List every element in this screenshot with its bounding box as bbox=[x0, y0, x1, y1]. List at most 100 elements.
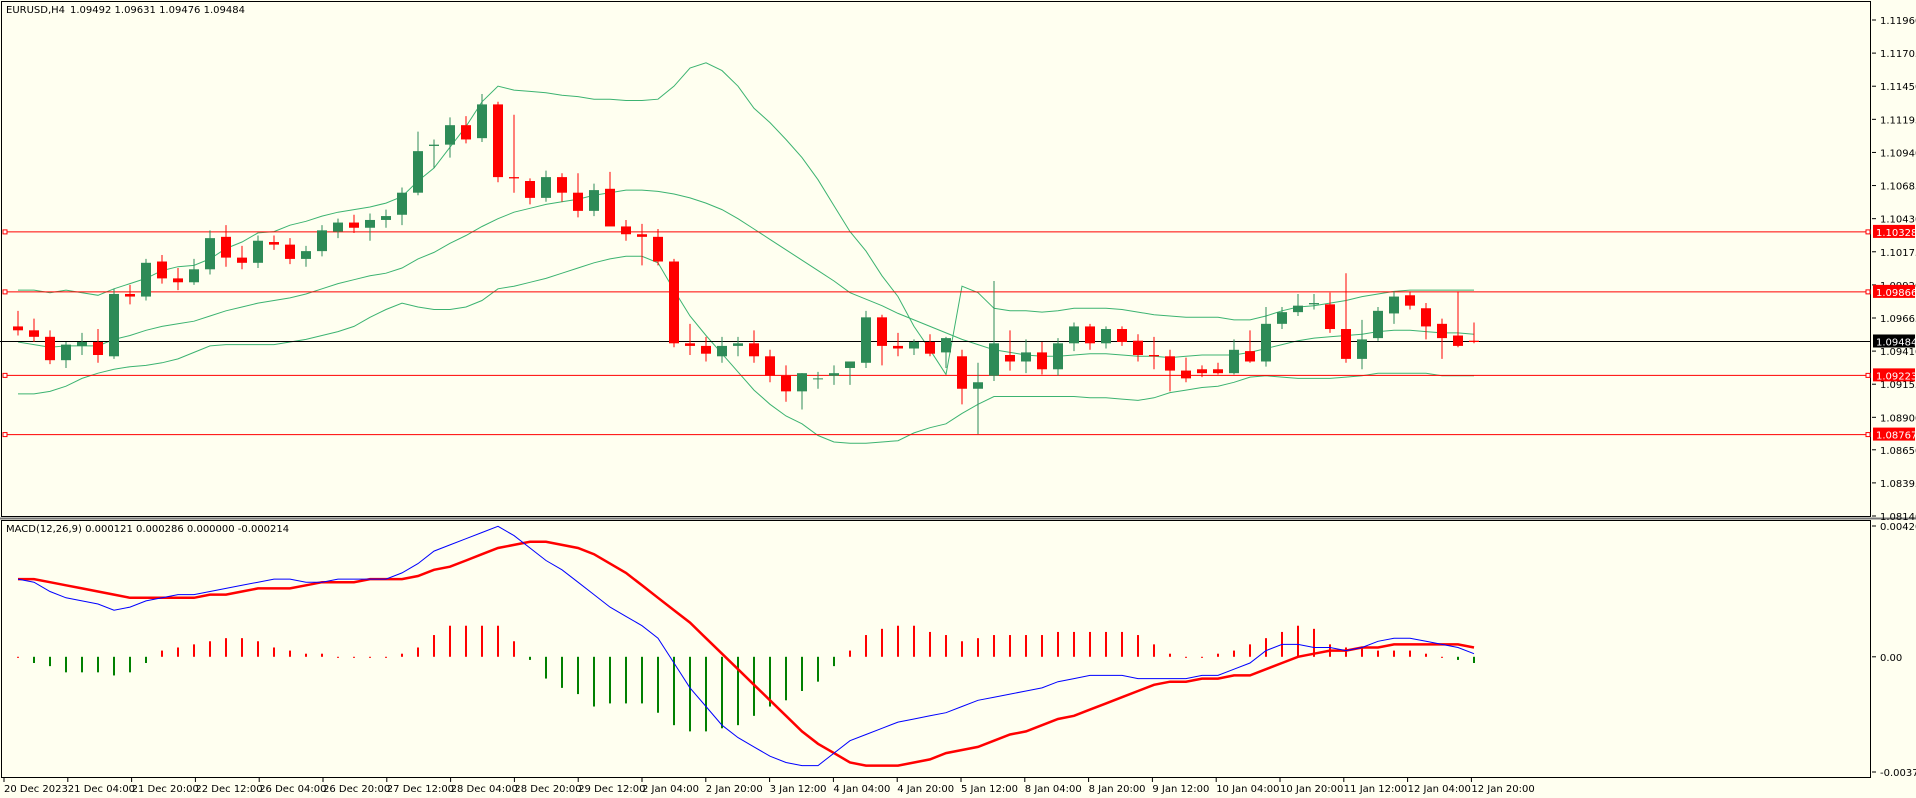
candle-body bbox=[157, 261, 167, 279]
macd-title: MACD(12,26,9) 0.000121 0.000286 0.000000… bbox=[6, 524, 289, 535]
candle-body bbox=[77, 342, 87, 346]
price-tick-label: 1.10175 bbox=[1880, 248, 1916, 259]
candle-body bbox=[797, 373, 807, 392]
candle-body bbox=[381, 216, 391, 220]
candle bbox=[1293, 293, 1303, 317]
candle bbox=[413, 131, 423, 196]
candle bbox=[509, 114, 519, 193]
price-tick-label: 1.11705 bbox=[1880, 49, 1916, 60]
candle bbox=[253, 235, 263, 268]
time-tick-label: 27 Dec 12:00 bbox=[387, 784, 454, 795]
level-handle-right[interactable] bbox=[1865, 372, 1871, 378]
candle-body bbox=[1229, 349, 1239, 374]
candle-body bbox=[941, 338, 951, 353]
candle bbox=[1085, 323, 1095, 350]
price-tick-label: 1.10940 bbox=[1880, 148, 1916, 159]
candle-body bbox=[1293, 305, 1303, 313]
candle bbox=[1149, 336, 1159, 370]
candle-body bbox=[781, 375, 791, 392]
macd-histogram bbox=[17, 625, 1475, 732]
candle-body bbox=[109, 293, 119, 357]
candle bbox=[605, 171, 615, 227]
candle bbox=[1405, 291, 1415, 310]
time-tick-label: 4 Jan 20:00 bbox=[897, 784, 954, 795]
level-handle-right[interactable] bbox=[1865, 432, 1871, 438]
time-tick-label: 21 Dec 20:00 bbox=[132, 784, 199, 795]
candle bbox=[269, 235, 279, 250]
price-tick-label: 1.09665 bbox=[1880, 314, 1916, 325]
candle-body bbox=[397, 192, 407, 215]
candle-body bbox=[845, 361, 855, 368]
macd-tick-label: -0.003707 bbox=[1880, 768, 1916, 779]
candle-body bbox=[269, 242, 279, 245]
level-handle-left[interactable] bbox=[2, 229, 8, 235]
candle-body bbox=[1085, 326, 1095, 344]
candle bbox=[333, 218, 343, 239]
candle-body bbox=[61, 344, 71, 361]
candle bbox=[365, 213, 375, 241]
candle-body bbox=[1069, 326, 1079, 344]
candle bbox=[461, 116, 471, 144]
price-tick-label: 1.10430 bbox=[1880, 215, 1916, 226]
ohlc-header: 1.09492 1.09631 1.09476 1.09484 bbox=[70, 5, 245, 16]
level-handle-left[interactable] bbox=[2, 372, 8, 378]
macd-signal-line bbox=[18, 540, 1475, 767]
candle-body bbox=[829, 373, 839, 376]
main-pane-border bbox=[1, 1, 1871, 517]
candle-body bbox=[253, 240, 263, 263]
time-tick-label: 12 Jan 20:00 bbox=[1471, 784, 1534, 795]
price-tick-label: 1.11195 bbox=[1880, 115, 1916, 126]
price-tick-label: 1.08900 bbox=[1880, 413, 1916, 424]
bollinger-bands bbox=[17, 62, 1475, 444]
candle bbox=[1133, 334, 1143, 362]
time-tick-label: 21 Dec 04:00 bbox=[68, 784, 135, 795]
candle bbox=[957, 349, 967, 405]
macd-main-line bbox=[17, 525, 1475, 767]
time-tick-label: 10 Jan 20:00 bbox=[1280, 784, 1343, 795]
level-price-tag bbox=[1873, 224, 1915, 238]
candle-body bbox=[765, 356, 775, 376]
candle bbox=[557, 173, 567, 202]
candle-body bbox=[189, 269, 199, 283]
macd-lines bbox=[17, 525, 1475, 767]
price-tick-label: 1.11450 bbox=[1880, 82, 1916, 93]
candle-body bbox=[333, 222, 343, 232]
candles bbox=[13, 94, 1479, 435]
time-tick-label: 28 Dec 20:00 bbox=[514, 784, 581, 795]
candle-body bbox=[125, 293, 135, 297]
candle bbox=[621, 219, 631, 241]
candle bbox=[45, 330, 55, 365]
candle bbox=[1165, 349, 1175, 392]
candle bbox=[237, 245, 247, 270]
time-tick-label: 26 Dec 04:00 bbox=[259, 784, 326, 795]
candle bbox=[653, 229, 663, 266]
candle bbox=[221, 225, 231, 267]
candle-body bbox=[445, 125, 455, 145]
time-tick-label: 20 Dec 2023 bbox=[4, 784, 68, 795]
level-handle-right[interactable] bbox=[1865, 289, 1871, 295]
candle bbox=[781, 365, 791, 402]
candle-body bbox=[349, 222, 359, 228]
candle bbox=[525, 178, 535, 205]
candle bbox=[189, 258, 199, 285]
candle-body bbox=[877, 317, 887, 346]
level-handle-left[interactable] bbox=[2, 432, 8, 438]
candle-body bbox=[1005, 354, 1015, 362]
candle bbox=[717, 336, 727, 363]
candle-body bbox=[1389, 296, 1399, 314]
level-handle-right[interactable] bbox=[1865, 229, 1871, 235]
candle bbox=[589, 183, 599, 217]
bollinger-upper-line bbox=[18, 62, 1474, 376]
candle-body bbox=[29, 330, 39, 337]
candle bbox=[1005, 330, 1015, 371]
candle-body bbox=[221, 236, 231, 258]
candle-body bbox=[541, 177, 551, 198]
time-tick-label: 8 Jan 20:00 bbox=[1089, 784, 1146, 795]
candle-body bbox=[1405, 295, 1415, 306]
level-handle-left[interactable] bbox=[2, 289, 8, 295]
time-tick-label: 2 Jan 20:00 bbox=[706, 784, 763, 795]
candle bbox=[493, 101, 503, 183]
candle bbox=[989, 280, 999, 381]
candle bbox=[429, 139, 439, 169]
